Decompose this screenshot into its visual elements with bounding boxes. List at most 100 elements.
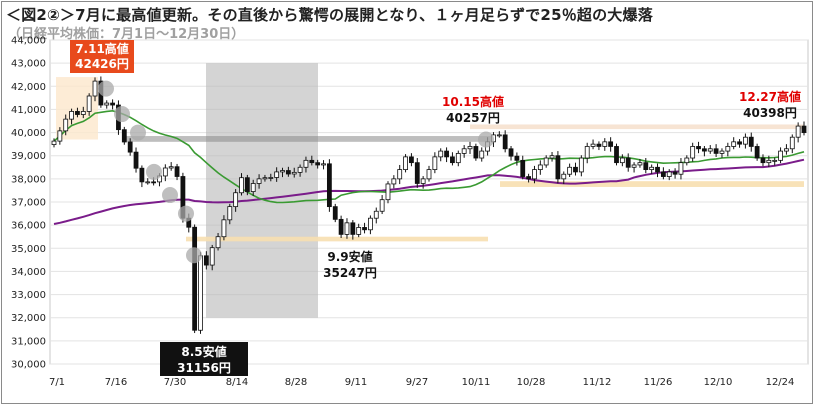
y-tick-label: 43,000 [11, 59, 46, 70]
candle-body [502, 134, 508, 150]
highlight-marker [130, 124, 146, 141]
candle-body [567, 166, 573, 175]
candle-body [368, 217, 373, 231]
candle-body [139, 167, 145, 183]
y-tick-label: 33,000 [11, 290, 46, 301]
candle-body [104, 102, 110, 106]
y-tick-label: 36,000 [11, 221, 46, 232]
y-tick-label: 41,000 [11, 105, 46, 116]
x-tick-label: 10/11 [462, 377, 491, 388]
candle-body [590, 143, 596, 147]
candle-body [655, 166, 660, 173]
candle-body [801, 125, 807, 133]
annotation-dec27-line1: 12.27高値 [739, 89, 801, 104]
candle-body [344, 222, 350, 235]
candle-body [678, 162, 684, 175]
candle-body [760, 157, 766, 164]
candle-body [666, 171, 672, 177]
candle-body [315, 162, 321, 166]
candle-body [690, 146, 696, 159]
candle-body [75, 111, 80, 115]
candle-body [192, 226, 198, 331]
candle-body [631, 164, 637, 168]
candle-body [719, 150, 725, 154]
highlight-marker [146, 163, 162, 180]
candle-body [69, 111, 74, 120]
chart-title: ＜図2②＞7月に最高値更新。その直後から驚愕の展開となり、１ヶ月足らずで25％超… [6, 6, 653, 24]
candle-body [414, 162, 420, 184]
highlight-marker [186, 247, 202, 264]
candle-body [362, 227, 367, 231]
candle-body [707, 148, 713, 152]
annotation-oct15-line1: 10.15高値 [442, 94, 504, 109]
x-tick-label: 7/16 [105, 377, 127, 388]
candle-body [63, 118, 69, 132]
crash-period-band [206, 63, 318, 318]
candle-body [303, 159, 309, 168]
annotation-jul11-line1: 7.11高値 [75, 41, 129, 56]
candle-body [203, 255, 209, 266]
highlight-marker [114, 106, 130, 123]
candle-body [549, 155, 555, 159]
candle-body [608, 141, 614, 147]
candle-body [649, 166, 655, 171]
candle-body [409, 156, 414, 164]
candle-body [432, 156, 438, 171]
candle-body [684, 157, 690, 164]
y-tick-label: 34,000 [11, 267, 46, 278]
annotation-aug5-line1: 8.5安値 [181, 344, 226, 359]
candle-body [145, 181, 151, 184]
candle-body [461, 148, 467, 154]
candle-body [209, 247, 215, 266]
y-tick-label: 40,000 [11, 128, 46, 139]
x-tick-label: 9/11 [345, 377, 367, 388]
annotation-aug5-line2: 31156円 [177, 361, 231, 375]
resistance-band-right [470, 124, 804, 130]
x-tick-label: 7/1 [49, 377, 65, 388]
x-tick-label: 8/28 [285, 377, 307, 388]
candle-body [110, 102, 115, 106]
candle-body [291, 171, 297, 175]
support-band [186, 236, 488, 242]
candle-body [297, 166, 303, 173]
candle-body [743, 136, 748, 145]
y-tick-label: 44,000 [11, 36, 46, 47]
candle-body [332, 206, 338, 220]
candle-body [766, 159, 772, 164]
candle-body [731, 141, 737, 147]
candle-body [326, 163, 332, 208]
y-tick-label: 31,000 [11, 336, 46, 347]
candle-body [696, 146, 701, 150]
candle-body [625, 157, 631, 168]
candle-body [285, 170, 291, 175]
candle-body [162, 167, 168, 177]
candle-body [121, 129, 127, 143]
candle-body [379, 199, 385, 212]
candle-body [526, 176, 532, 180]
annotation-oct15-line2: 40257円 [446, 111, 500, 125]
candle-body [244, 177, 250, 192]
highlight-marker [178, 205, 194, 222]
candle-body [168, 166, 174, 169]
candle-body [496, 134, 502, 137]
candle-body [92, 80, 98, 97]
candle-body [737, 141, 742, 145]
candle-body [250, 183, 256, 192]
candle-body [555, 155, 561, 180]
candle-body [51, 140, 57, 145]
candle-body [602, 141, 608, 147]
candle-body [789, 136, 795, 150]
candle-body [701, 148, 707, 152]
candle-body [403, 156, 408, 171]
y-tick-label: 37,000 [11, 198, 46, 209]
y-tick-label: 42,000 [11, 82, 46, 93]
annotation-jul11-line2: 42426円 [75, 57, 129, 71]
annotation-sep9-line2: 35247円 [323, 266, 377, 280]
candle-body [455, 152, 461, 164]
candle-body [578, 157, 584, 173]
candle-body [127, 141, 133, 153]
annotation-box-jul11 [70, 40, 134, 73]
candle-body [520, 159, 526, 177]
y-tick-label: 35,000 [11, 244, 46, 255]
candle-body [385, 183, 391, 201]
